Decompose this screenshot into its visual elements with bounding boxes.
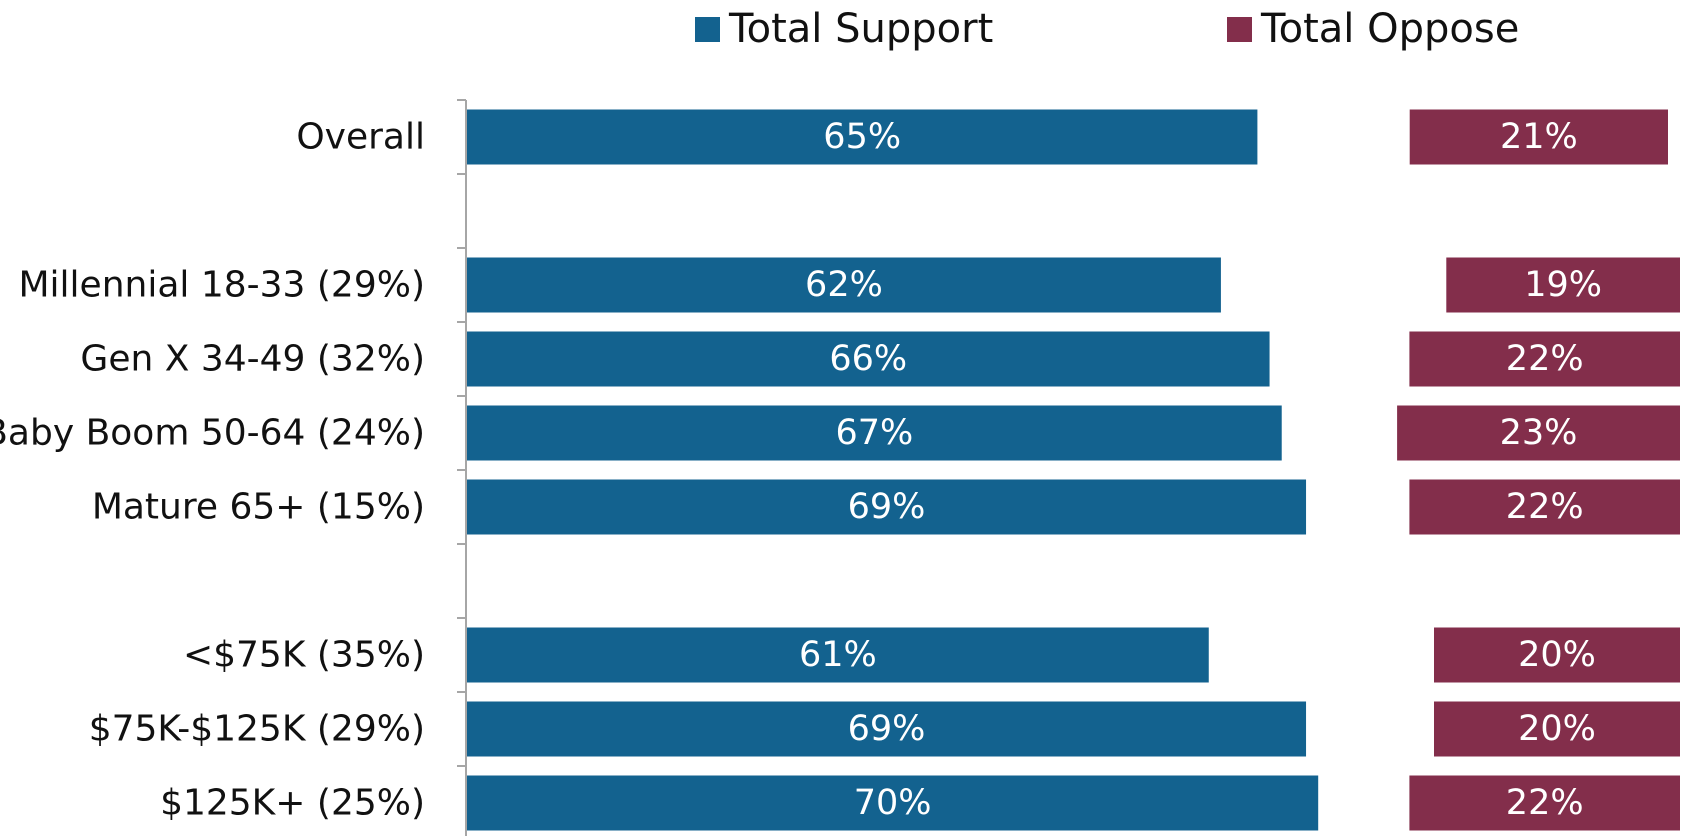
legend-item-support: Total Support	[695, 4, 993, 54]
category-label: Millennial 18-33 (29%)	[18, 265, 425, 306]
oppose-bar	[1409, 479, 1680, 535]
oppose-bar	[1409, 109, 1668, 165]
category-label: Overall	[296, 117, 425, 158]
oppose-value-label: 21%	[1500, 117, 1578, 157]
legend-label-support: Total Support	[729, 6, 994, 52]
category-label: Gen X 34-49 (32%)	[80, 339, 425, 380]
oppose-value-label: 22%	[1506, 487, 1584, 527]
legend-swatch-support	[695, 16, 720, 42]
support-value-label: 61%	[799, 635, 877, 675]
category-label: <$75K (35%)	[183, 635, 425, 676]
support-value-label: 69%	[848, 709, 926, 749]
oppose-bar	[1434, 627, 1680, 683]
support-bar	[467, 257, 1221, 313]
category-label: $125K+ (25%)	[160, 783, 425, 824]
support-value-label: 62%	[805, 265, 883, 305]
support-bar	[467, 775, 1319, 831]
oppose-bar	[1409, 775, 1680, 831]
oppose-bar	[1446, 257, 1680, 313]
support-bar	[467, 405, 1282, 461]
oppose-bar	[1397, 405, 1680, 461]
legend: Total Support Total Oppose	[0, 0, 1686, 60]
oppose-bar	[1409, 331, 1680, 387]
support-bar	[467, 109, 1258, 165]
oppose-value-label: 19%	[1524, 265, 1602, 305]
oppose-value-label: 23%	[1500, 413, 1578, 453]
support-value-label: 69%	[848, 487, 926, 527]
support-bar	[467, 627, 1209, 683]
support-bar	[467, 479, 1307, 535]
legend-swatch-oppose	[1227, 16, 1252, 42]
legend-item-oppose: Total Oppose	[1227, 4, 1519, 54]
category-label: Mature 65+ (15%)	[92, 487, 425, 528]
oppose-value-label: 22%	[1506, 783, 1584, 823]
category-label: Baby Boom 50-64 (24%)	[0, 413, 425, 454]
oppose-bar	[1434, 701, 1680, 757]
oppose-value-label: 20%	[1518, 709, 1596, 749]
oppose-value-label: 20%	[1518, 635, 1596, 675]
legend-label-oppose: Total Oppose	[1261, 6, 1520, 52]
category-label: $75K-$125K (29%)	[89, 709, 425, 750]
support-bar	[467, 701, 1307, 757]
support-value-label: 70%	[854, 783, 932, 823]
support-value-label: 65%	[823, 117, 901, 157]
oppose-value-label: 22%	[1506, 339, 1584, 379]
support-value-label: 67%	[835, 413, 913, 453]
support-value-label: 66%	[829, 339, 907, 379]
support-bar	[467, 331, 1270, 387]
